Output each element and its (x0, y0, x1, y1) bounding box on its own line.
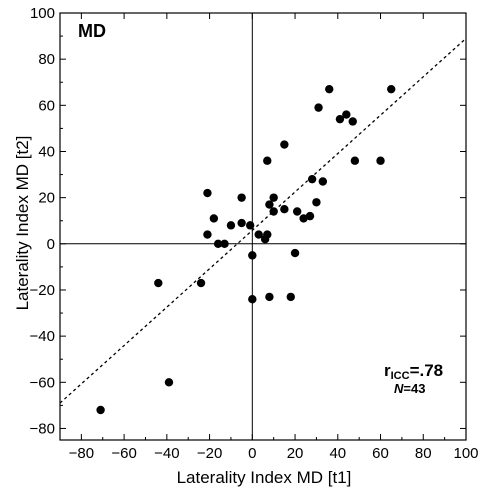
data-point (248, 251, 257, 260)
data-point (203, 188, 212, 198)
n-annotation: N=43 (394, 381, 425, 396)
y-tick-label: −60 (30, 374, 55, 391)
data-point (299, 214, 308, 223)
data-point (280, 204, 289, 214)
data-point (335, 114, 345, 124)
n-label: N (394, 381, 404, 396)
data-point (245, 221, 255, 230)
data-point (96, 405, 105, 415)
data-point (154, 278, 163, 288)
y-axis-label: Laterality Index MD [t2] (13, 136, 32, 311)
data-point (314, 103, 323, 112)
data-point (269, 193, 278, 202)
x-tick-label: −40 (154, 445, 179, 462)
data-point (164, 378, 174, 387)
data-point (342, 110, 351, 119)
r-prefix: r (384, 361, 391, 380)
y-tick-label: 100 (30, 5, 55, 22)
plot-frame (59, 12, 467, 441)
x-tick-label: 60 (372, 445, 389, 462)
y-tick-label: 40 (38, 143, 55, 160)
data-point (263, 230, 272, 239)
x-tick-label: 100 (453, 445, 478, 462)
x-tick-label: −80 (69, 445, 94, 462)
plot-area: −80 −60 −40 −20 0 20 40 60 80 100 −80 −60 −40 −20 0 20 4… (30, 5, 479, 462)
x-tick-label: −60 (111, 445, 136, 462)
data-point (292, 207, 302, 216)
x-tick-label: −20 (197, 445, 222, 462)
fit-line (59, 37, 467, 404)
data-point (350, 156, 360, 165)
x-tick-label: 80 (415, 445, 432, 462)
x-axis-label: Laterality Index MD [t1] (177, 468, 352, 487)
data-point (387, 84, 396, 94)
x-tick-label: 40 (329, 445, 346, 462)
y-tick-label: 0 (47, 236, 55, 253)
data-point (269, 207, 278, 216)
y-tick-label: 60 (38, 97, 55, 114)
data-point (318, 177, 328, 186)
data-point (376, 156, 385, 165)
x-tick-label: 0 (248, 445, 256, 462)
data-point (237, 218, 246, 228)
data-point (254, 230, 263, 239)
x-tick-label: 20 (287, 445, 304, 462)
y-tick-label: −80 (30, 420, 55, 437)
r-value: =.78 (410, 361, 444, 380)
r-icc-annotation: rICC=.78 (384, 361, 443, 382)
data-point (348, 117, 357, 126)
data-point (312, 198, 321, 207)
data-point (226, 221, 236, 230)
data-point (213, 239, 223, 249)
y-tick-label: 20 (38, 190, 55, 207)
data-point (263, 156, 272, 165)
r-subscript: ICC (391, 370, 410, 382)
data-point (307, 174, 317, 184)
data-point (286, 292, 295, 302)
data-point (220, 239, 229, 249)
n-value: =43 (403, 381, 425, 396)
data-point (325, 84, 334, 94)
y-tick-label: 80 (38, 51, 55, 68)
data-point (265, 292, 274, 302)
data-point (209, 214, 219, 223)
y-tick-label: −40 (30, 328, 55, 345)
y-tick-label: −20 (30, 282, 55, 299)
data-point (305, 211, 315, 221)
data-point (237, 193, 246, 202)
data-point (196, 278, 206, 288)
data-point (265, 200, 274, 209)
data-point (203, 230, 212, 239)
panel-label: MD (78, 21, 106, 41)
data-point (290, 248, 300, 258)
data-point (280, 140, 289, 149)
data-point (248, 295, 257, 304)
